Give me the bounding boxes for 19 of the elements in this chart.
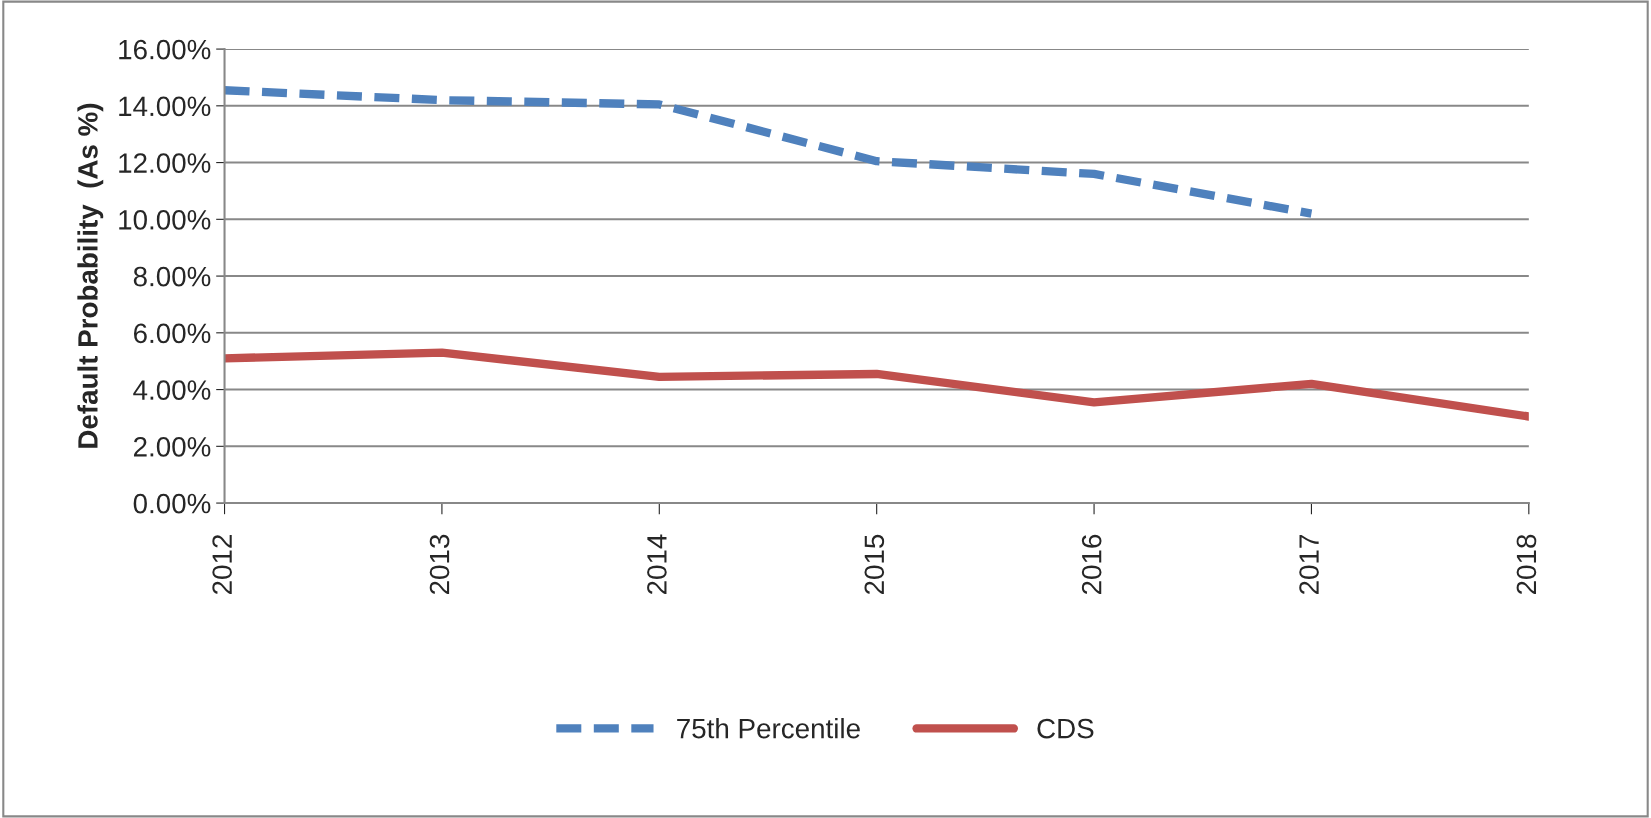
y-tick-label: 12.00% xyxy=(119,153,211,173)
y-tick-label: 8.00% xyxy=(133,266,211,287)
x-tick-label: 2017 xyxy=(1299,535,1319,595)
y-tick-label: 16.00% xyxy=(119,39,211,60)
x-tick-label: 2012 xyxy=(212,535,232,595)
y-tick-label: 14.00% xyxy=(119,96,211,117)
x-tick-label: 2013 xyxy=(429,534,450,595)
x-tick-label: 2018 xyxy=(1516,534,1537,595)
y-tick-label: 0.00% xyxy=(133,493,211,514)
x-tick-label: 2016 xyxy=(1081,534,1102,595)
x-tick-label: 2014 xyxy=(647,534,667,595)
y-tick-label: 6.00% xyxy=(133,323,211,344)
legend-label: CDS xyxy=(1037,718,1094,739)
y-tick-label: 10.00% xyxy=(119,209,211,230)
x-tick-label: 2015 xyxy=(864,534,885,595)
y-tick-label: 4.00% xyxy=(133,380,211,400)
y-axis-title: Default Probability (As %) xyxy=(77,103,104,448)
y-tick-label: 2.00% xyxy=(133,436,211,457)
legend-label: 75th Percentile xyxy=(677,718,860,739)
